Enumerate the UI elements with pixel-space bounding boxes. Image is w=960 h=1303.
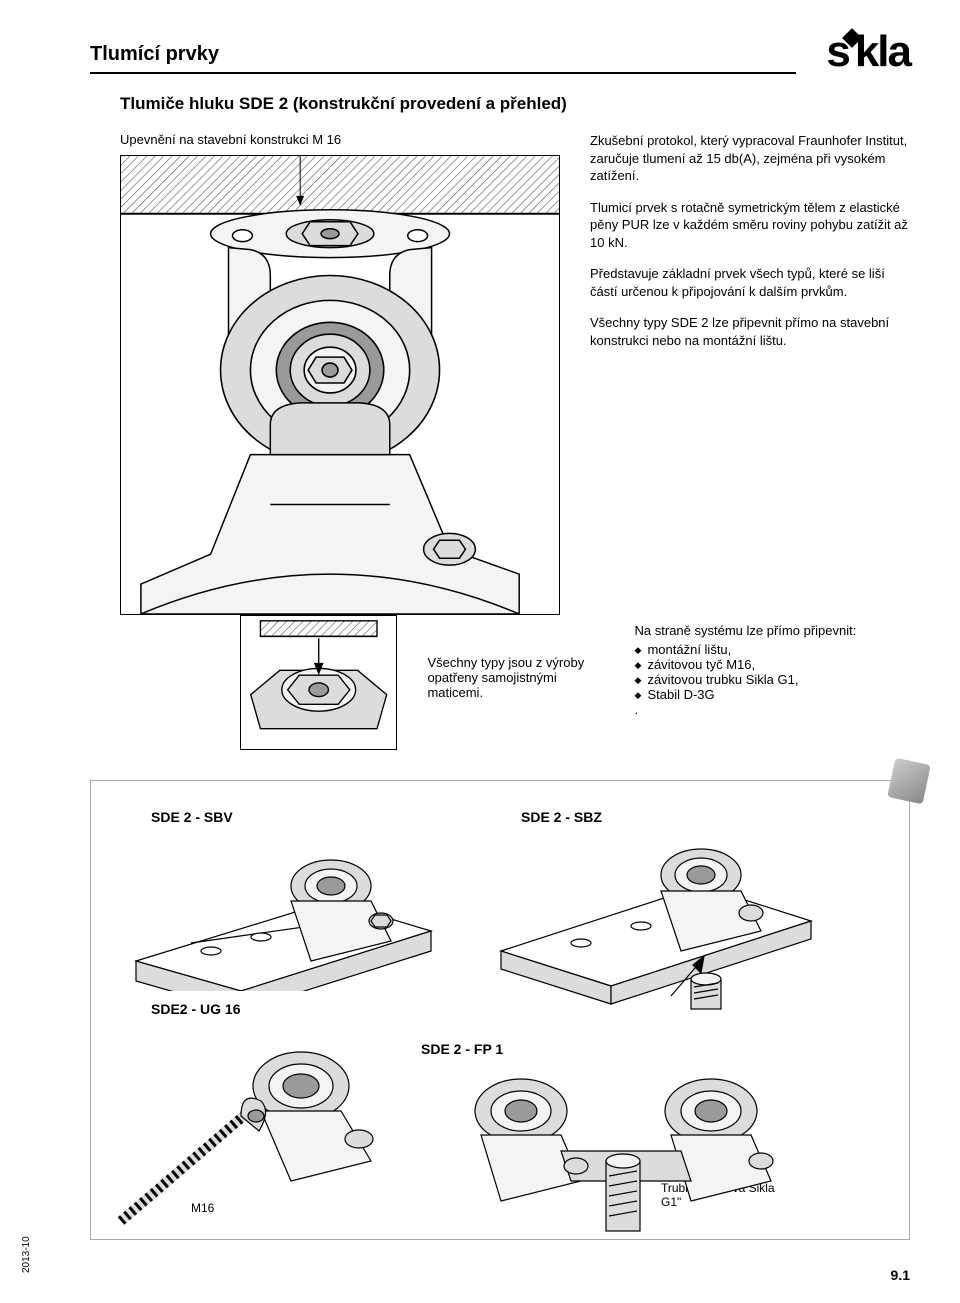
drawing-nut-icon xyxy=(241,616,396,749)
paragraph-4: Všechny typy SDE 2 lze připevnit přímo n… xyxy=(590,314,910,349)
label-ug16: SDE2 - UG 16 xyxy=(151,1001,240,1017)
thumb-tab-icon xyxy=(887,758,931,805)
footer-date: 2013-10 xyxy=(21,1236,32,1273)
figure-nut xyxy=(240,615,397,750)
label-fp1: SDE 2 - FP 1 xyxy=(421,1041,503,1057)
attachment-item: montážní lištu, xyxy=(635,642,910,657)
figure-fp1 xyxy=(421,1061,821,1241)
drawing-main-icon xyxy=(121,156,559,614)
label-sbz: SDE 2 - SBZ xyxy=(521,809,602,825)
paragraph-1: Zkušební protokol, který vypracoval Frau… xyxy=(590,132,910,185)
drawing-sbv-icon xyxy=(131,831,451,991)
paragraph-2: Tlumicí prvek s rotačně symetrickým těle… xyxy=(590,199,910,252)
page-subtitle: Tlumiče hluku SDE 2 (konstrukční provede… xyxy=(120,94,910,114)
drawing-ug16-icon xyxy=(111,1031,411,1231)
attachment-list: Na straně systému lze přímo připevnit: m… xyxy=(635,615,910,717)
paragraph-3: Představuje základní prvek všech typů, k… xyxy=(590,265,910,300)
description-column: Zkušební protokol, který vypracoval Frau… xyxy=(590,132,910,615)
page-header: Tlumící prvky xyxy=(90,43,796,74)
overview-panel: SDE 2 - SBV SDE 2 - SBZ SDE2 - UG 16 SDE… xyxy=(90,780,910,1240)
label-sbv: SDE 2 - SBV xyxy=(151,809,233,825)
attachment-trailing-dot: . xyxy=(635,702,910,717)
figure-sbz xyxy=(491,831,821,1011)
drawing-fp1-icon xyxy=(421,1061,821,1241)
page-number: 9.1 xyxy=(891,1267,910,1283)
brand-logo: skla xyxy=(826,30,910,74)
attachment-intro: Na straně systému lze přímo připevnit: xyxy=(635,623,910,638)
figure-caption-main: Upevnění na stavební konstrukci M 16 xyxy=(120,132,560,147)
figure-sbv xyxy=(131,831,451,991)
nut-caption: Všechny typy jsou z výroby opatřeny samo… xyxy=(427,615,604,700)
figure-ug16 xyxy=(111,1031,411,1231)
figure-main xyxy=(120,155,560,615)
logo-text-rest: kla xyxy=(855,30,910,74)
attachment-item: závitovou tyč M16, xyxy=(635,657,910,672)
attachment-item: závitovou trubku Sikla G1, xyxy=(635,672,910,687)
attachment-item: Stabil D-3G xyxy=(635,687,910,702)
drawing-sbz-icon xyxy=(491,831,821,1011)
